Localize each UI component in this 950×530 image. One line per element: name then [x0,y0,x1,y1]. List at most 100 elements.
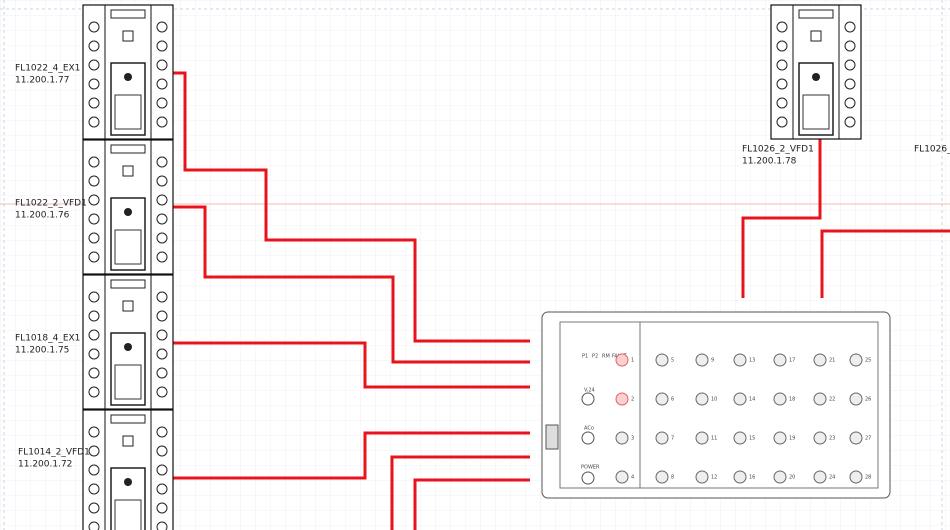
module-connector-inner [802,94,830,130]
module-logo [124,208,132,216]
terminal [844,59,856,71]
port-number: 19 [789,436,795,442]
port [695,431,709,445]
terminal [156,116,168,128]
port [733,392,747,406]
wire [173,71,530,343]
terminal [88,21,100,33]
port [655,392,669,406]
wires [173,71,950,530]
module-logo [812,73,820,81]
module-chip [122,435,134,447]
terminal [88,40,100,52]
device-label: FL1026_2_VFD1 [742,145,814,155]
terminal [88,116,100,128]
terminal [88,386,100,398]
terminal [88,156,100,168]
port [655,470,669,484]
terminal [88,194,100,206]
port [849,392,863,406]
terminal [88,464,100,476]
port [813,431,827,445]
terminal [88,445,100,457]
terminal [156,59,168,71]
module-connector-inner [114,364,142,400]
device-label: FL1014_2_VFD1 [18,448,90,458]
terminal [156,502,168,514]
switch-mount [545,424,559,450]
terminal [88,348,100,360]
device-ip: 11.200.1.77 [15,76,69,86]
terminal [844,21,856,33]
device-label: FL1022_4_EX1 [15,64,80,74]
port [849,470,863,484]
port-number: 27 [865,436,871,442]
port-number: 22 [829,397,835,403]
port-number: 4 [631,475,634,481]
port-number: 5 [671,358,674,364]
terminal [156,175,168,187]
terminal [88,367,100,379]
port [733,470,747,484]
port-number: 21 [829,358,835,364]
terminal [156,251,168,263]
terminal [776,59,788,71]
switch-face [559,321,879,489]
port-number: 3 [631,436,634,442]
module-header [110,414,146,424]
wire [390,455,530,530]
port-number: 10 [711,397,717,403]
terminal [88,232,100,244]
device-ip: 11.200.1.75 [15,346,69,356]
terminal [156,78,168,90]
port-label: ACo [584,426,594,432]
status-label: P1 [582,354,588,360]
port-number: 6 [671,397,674,403]
port [615,470,629,484]
port-number: 25 [865,358,871,364]
terminal [88,483,100,495]
terminal [156,156,168,168]
port-number: 16 [749,475,755,481]
port [655,353,669,367]
terminal [156,329,168,341]
port-label: POWER [581,465,600,471]
terminal [88,502,100,514]
module-logo [124,73,132,81]
port-number: 8 [671,475,674,481]
port-number: 12 [711,475,717,481]
terminal [156,367,168,379]
status-label: P2 [592,354,598,360]
port [733,353,747,367]
port [813,392,827,406]
port-number: 13 [749,358,755,364]
wire [173,341,530,389]
port-number: 11 [711,436,717,442]
io-module [82,409,174,530]
terminal [88,97,100,109]
device-ip: 11.200.1.72 [18,460,72,470]
terminal [88,78,100,90]
port-number: 7 [671,436,674,442]
port-number: 23 [829,436,835,442]
port-number: 26 [865,397,871,403]
port [615,392,629,406]
port [615,353,629,367]
wire [820,229,950,298]
port-label: V.24 [584,388,595,394]
module-chip [122,30,134,42]
terminal [844,116,856,128]
port [773,392,787,406]
module-header [798,9,834,19]
port-number: 24 [829,475,835,481]
terminal [156,194,168,206]
port-number: 17 [789,358,795,364]
io-module [82,4,174,140]
port [655,431,669,445]
terminal [156,483,168,495]
module-logo [124,478,132,486]
port [695,392,709,406]
port [773,470,787,484]
terminal [88,213,100,225]
